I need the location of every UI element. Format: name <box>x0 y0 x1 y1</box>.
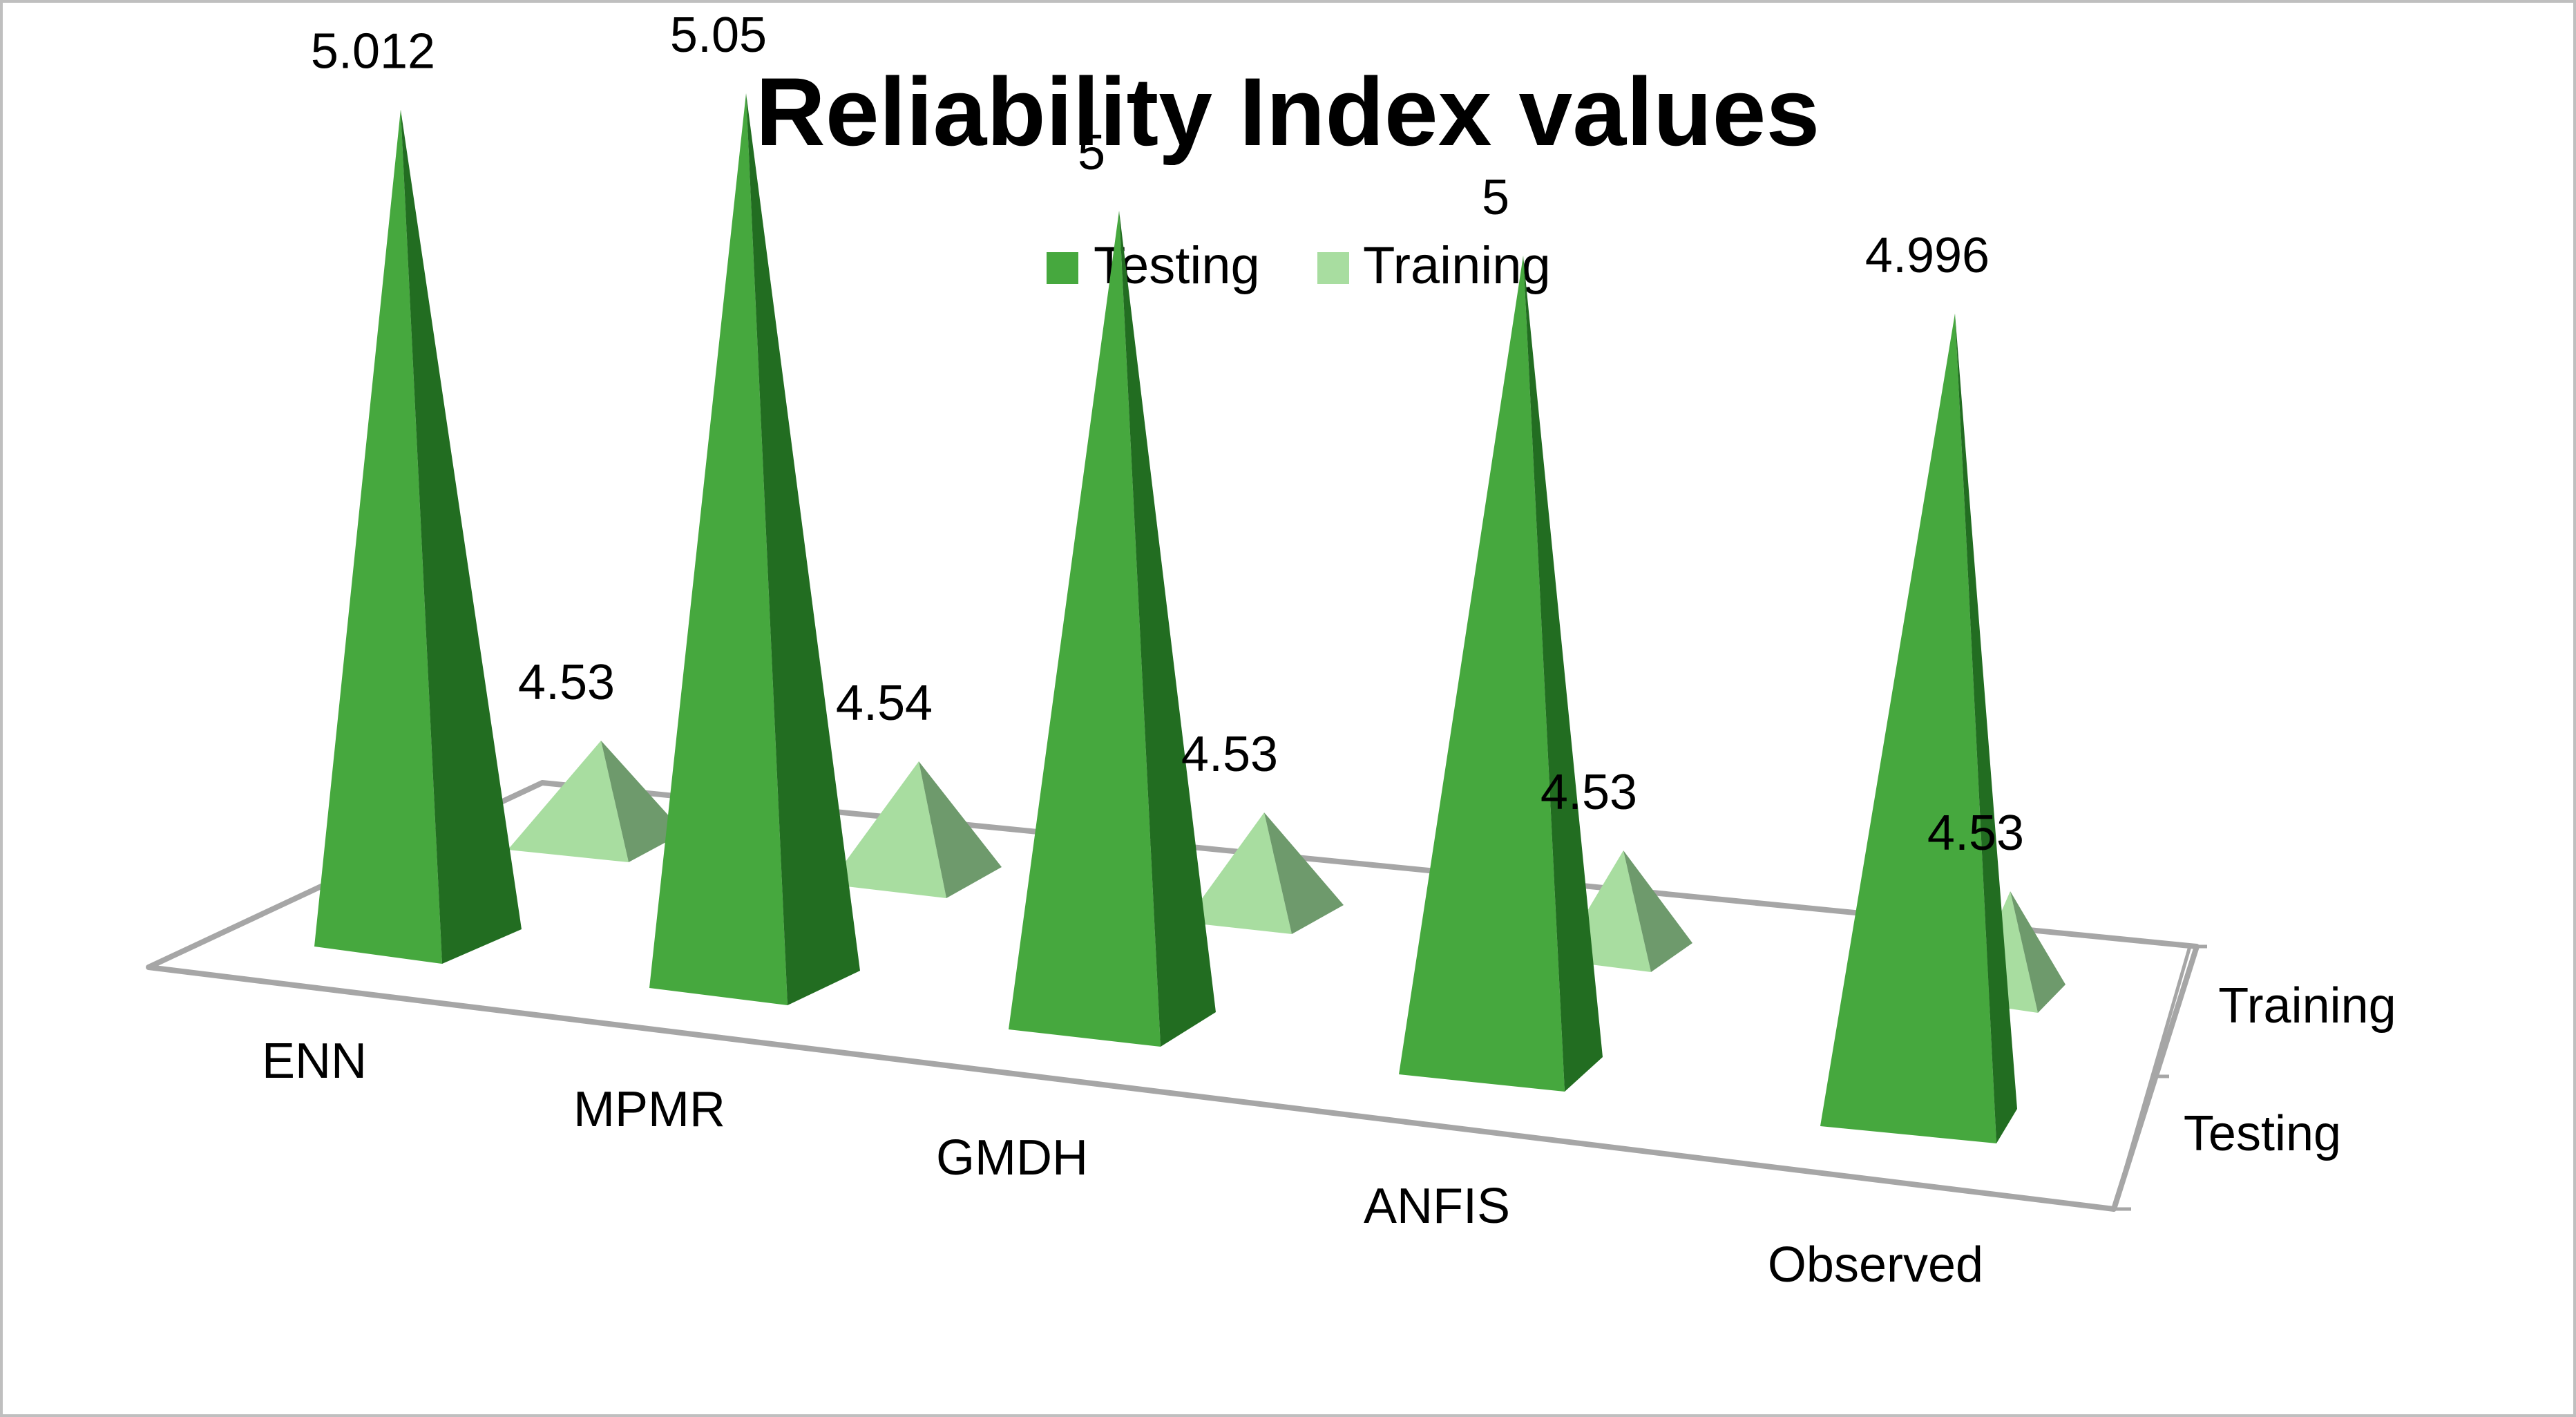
category-label-anfis: ANFIS <box>1364 1179 1510 1234</box>
category-label-gmdh: GMDH <box>936 1130 1088 1186</box>
category-label-enn: ENN <box>262 1034 367 1089</box>
pyramid-training-enn <box>508 741 684 862</box>
data-label-training-observed: 4.53 <box>1927 806 2024 861</box>
pyramid-training-observed-side <box>2010 891 2065 1013</box>
depth-axis: Training Testing <box>2184 978 2396 1161</box>
data-label-training-gmdh: 4.53 <box>1181 727 1278 782</box>
data-label-testing-observed: 4.996 <box>1865 228 1990 283</box>
category-axis: ENN MPMR GMDH ANFIS Observed <box>262 1034 1983 1293</box>
pyramid-testing-observed-face <box>1820 313 1996 1143</box>
pyramid-testing-enn-face <box>314 109 442 964</box>
pyramid-testing-mpmr-face <box>649 93 788 1005</box>
pyramid-training-gmdh-side <box>1264 812 1344 934</box>
training-series <box>508 741 2065 1013</box>
pyramid-testing-gmdh <box>1009 211 1216 1047</box>
pyramid-testing-mpmr-side <box>746 93 860 1005</box>
data-label-training-anfis: 4.53 <box>1540 765 1637 820</box>
pyramid-training-mpmr-face <box>829 761 946 898</box>
data-labels: 5.012 4.53 5.05 4.54 5 4.53 5 4.53 4.996 4.53 <box>311 8 2024 861</box>
chart-title: Reliability Index values <box>756 57 1820 166</box>
category-label-observed: Observed <box>1768 1237 1983 1293</box>
pyramid-testing-observed <box>1820 313 2017 1143</box>
data-label-testing-enn: 5.012 <box>311 24 435 79</box>
testing-series <box>314 93 2017 1143</box>
legend: Testing Training <box>1047 236 1551 295</box>
pyramid-training-gmdh <box>1185 812 1344 934</box>
pyramid-training-enn-side <box>601 741 684 862</box>
data-label-training-enn: 4.53 <box>518 655 615 710</box>
pyramid-training-enn-face <box>508 741 629 862</box>
data-label-training-mpmr: 4.54 <box>836 676 933 731</box>
pyramid-testing-enn-side <box>401 109 522 964</box>
legend-swatch-training <box>1317 252 1349 284</box>
pyramid-training-mpmr <box>829 761 1002 898</box>
data-label-testing-mpmr: 5.05 <box>670 8 767 63</box>
pyramid-testing-anfis-side <box>1523 256 1603 1092</box>
data-label-testing-gmdh: 5 <box>1078 125 1105 180</box>
pyramid-testing-observed-side <box>1955 313 2017 1143</box>
depth-label-training: Training <box>2218 978 2396 1034</box>
pyramid-testing-enn <box>314 109 522 964</box>
pyramid-testing-mpmr <box>649 93 860 1005</box>
depth-label-testing: Testing <box>2184 1106 2341 1161</box>
pyramid-testing-gmdh-face <box>1009 211 1161 1047</box>
pyramid-testing-gmdh-side <box>1119 211 1216 1047</box>
pyramid-training-mpmr-side <box>919 761 1002 898</box>
legend-swatch-testing <box>1047 252 1078 284</box>
pyramid-training-gmdh-face <box>1185 812 1292 934</box>
category-label-mpmr: MPMR <box>573 1082 725 1137</box>
data-label-testing-anfis: 5 <box>1482 170 1509 225</box>
pyramid-testing-anfis-face <box>1399 256 1565 1092</box>
pyramid-training-anfis-side <box>1623 850 1692 972</box>
pyramid-testing-anfis <box>1399 256 1603 1092</box>
